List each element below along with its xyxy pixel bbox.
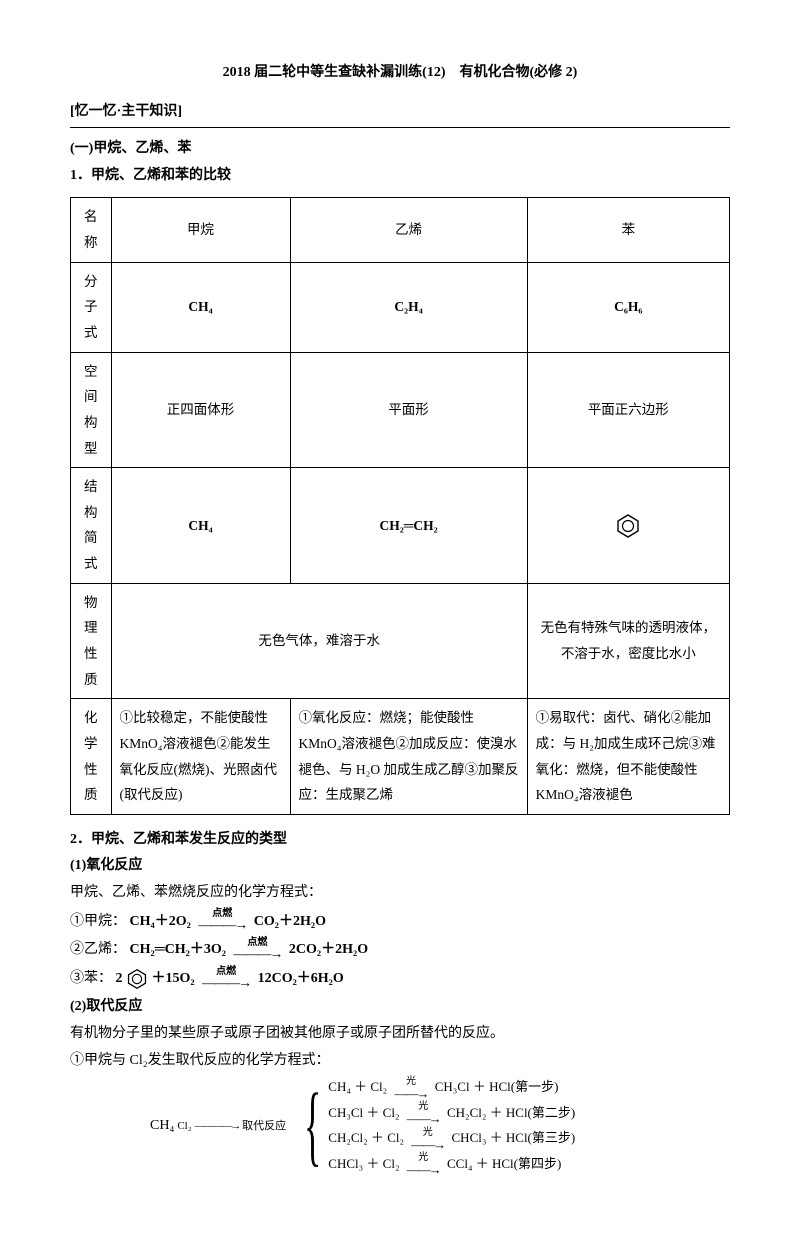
cell: CH₄ xyxy=(111,262,290,352)
cell: ①氧化反应：燃烧；能使酸性 KMnO₄溶液褪色②加成反应：使溴水褪色、与 H₂O… xyxy=(290,699,527,815)
cell: 平面形 xyxy=(290,352,527,468)
reaction-arrow: 点燃 ———→ xyxy=(233,938,281,962)
equation: ③苯： 2 ＋15O₂ 点燃 ———→ 12CO₂＋6H₂O xyxy=(70,966,730,993)
reaction-arrow: 光——→ xyxy=(411,1128,444,1151)
sub-sub-heading: (1)氧化反应 xyxy=(70,853,730,880)
body-text: 甲烷、乙烯、苯燃烧反应的化学方程式： xyxy=(70,880,730,907)
body-text: ①甲烷与 Cl₂发生取代反应的化学方程式： xyxy=(70,1048,730,1075)
cell: 甲烷 xyxy=(111,198,290,262)
cell: ①比较稳定，不能使酸性 KMnO₄溶液褪色②能发生氧化反应(燃烧)、光照卤代(取… xyxy=(111,699,290,815)
scheme-step: CH₄ ＋ Cl₂ 光——→ CH₃Cl ＋ HCl(第一步) xyxy=(328,1076,575,1100)
cell: C₆H₆ xyxy=(527,262,729,352)
eq-label: ③苯： xyxy=(70,971,112,986)
cell: ①易取代：卤代、硝化②能加成：与 H₂加成生成环己烷③难氧化：燃烧，但不能使酸性… xyxy=(527,699,729,815)
table-row: 结构简式 CH₄ CH₂═CH₂ xyxy=(71,468,730,584)
section-header: [忆一忆·主干知识] xyxy=(70,99,730,129)
cell: CH₄ xyxy=(111,468,290,584)
subheading-2: 2．甲烷、乙烯和苯发生反应的类型 xyxy=(70,827,730,854)
cell: 正四面体形 xyxy=(111,352,290,468)
equation: ①甲烷： CH₄＋2O₂ 点燃 ———→ CO₂＋2H₂O xyxy=(70,909,730,936)
table-row: 物理性质 无色气体，难溶于水 无色有特殊气味的透明液体，不溶于水，密度比水小 xyxy=(71,583,730,699)
cell: 名称 xyxy=(71,198,112,262)
cell: CH₂═CH₂ xyxy=(290,468,527,584)
table-row: 空间构型 正四面体形 平面形 平面正六边形 xyxy=(71,352,730,468)
cell: 结构简式 xyxy=(71,468,112,584)
reaction-arrow: 点燃 ———→ xyxy=(202,967,250,991)
table-row: 名称 甲烷 乙烯 苯 xyxy=(71,198,730,262)
scheme-step: CH₂Cl₂ ＋ Cl₂ 光——→ CHCl₃ ＋ HCl(第三步) xyxy=(328,1127,575,1151)
cell: 苯 xyxy=(527,198,729,262)
eq-lhs: CH₂═CH₂＋3O₂ xyxy=(130,942,226,957)
cell: 无色气体，难溶于水 xyxy=(111,583,527,699)
cell xyxy=(527,468,729,584)
part-heading: (一)甲烷、乙烯、苯 xyxy=(70,136,730,163)
bracket-icon: { xyxy=(304,1081,321,1171)
cell: 物理性质 xyxy=(71,583,112,699)
subheading-1: 1．甲烷、乙烯和苯的比较 xyxy=(70,163,730,190)
cell: 化学性质 xyxy=(71,699,112,815)
cell: 平面正六边形 xyxy=(527,352,729,468)
page-title: 2018 届二轮中等生查缺补漏训练(12) 有机化合物(必修 2) xyxy=(70,60,730,87)
cell: 无色有特殊气味的透明液体，不溶于水，密度比水小 xyxy=(527,583,729,699)
eq-rhs: 12CO₂＋6H₂O xyxy=(258,971,344,986)
table-row: 化学性质 ①比较稳定，不能使酸性 KMnO₄溶液褪色②能发生氧化反应(燃烧)、光… xyxy=(71,699,730,815)
sub-sub-heading: (2)取代反应 xyxy=(70,994,730,1021)
body-text: 有机物分子里的某些原子或原子团被其他原子或原子团所替代的反应。 xyxy=(70,1021,730,1048)
reaction-arrow: 点燃 ———→ xyxy=(198,909,246,933)
scheme-step: CHCl₃ ＋ Cl₂ 光——→ CCl₄ ＋ HCl(第四步) xyxy=(328,1153,575,1177)
eq-lhs: CH₄＋2O₂ xyxy=(130,914,191,929)
comparison-table: 名称 甲烷 乙烯 苯 分子式 CH₄ C₂H₄ C₆H₆ 空间构型 正四面体形 … xyxy=(70,197,730,814)
cell: C₂H₄ xyxy=(290,262,527,352)
reaction-scheme: CH₄ Cl₂ ————→ 取代反应 { CH₄ ＋ Cl₂ 光——→ CH₃C… xyxy=(150,1074,730,1178)
benzene-icon xyxy=(126,968,148,990)
scheme-step: CH₃Cl ＋ Cl₂ 光——→ CH₂Cl₂ ＋ HCl(第二步) xyxy=(328,1102,575,1126)
eq-rhs: 2CO₂＋2H₂O xyxy=(289,942,368,957)
benzene-icon xyxy=(615,513,641,539)
cell: 空间构型 xyxy=(71,352,112,468)
reaction-arrow: 光——→ xyxy=(407,1102,440,1125)
reaction-arrow: 光——→ xyxy=(394,1077,427,1100)
table-row: 分子式 CH₄ C₂H₄ C₆H₆ xyxy=(71,262,730,352)
reaction-arrow: 光——→ xyxy=(407,1153,440,1176)
eq-mid: ＋15O₂ xyxy=(152,971,195,986)
eq-rhs: CO₂＋2H₂O xyxy=(254,914,326,929)
cell: 乙烯 xyxy=(290,198,527,262)
eq-pre: 2 xyxy=(116,971,123,986)
eq-label: ①甲烷： xyxy=(70,914,126,929)
reaction-arrow: Cl₂ ————→ 取代反应 xyxy=(177,1120,286,1132)
scheme-reactant: CH₄ xyxy=(150,1113,174,1140)
equation: ②乙烯： CH₂═CH₂＋3O₂ 点燃 ———→ 2CO₂＋2H₂O xyxy=(70,937,730,964)
cell: 分子式 xyxy=(71,262,112,352)
eq-label: ②乙烯： xyxy=(70,942,126,957)
